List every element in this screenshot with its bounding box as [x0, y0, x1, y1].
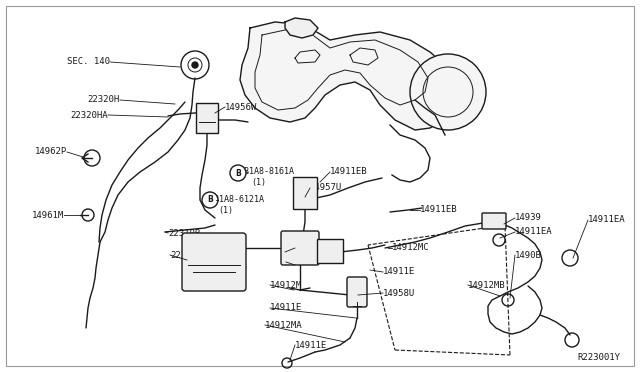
Text: 14958U: 14958U [383, 289, 415, 298]
FancyBboxPatch shape [482, 213, 506, 229]
Text: 22310B: 22310B [168, 228, 200, 237]
Text: 14911E: 14911E [286, 257, 318, 266]
FancyBboxPatch shape [347, 277, 367, 307]
Text: 14957U: 14957U [310, 183, 342, 192]
Circle shape [192, 62, 198, 68]
Text: 22370: 22370 [170, 250, 197, 260]
Text: B: B [235, 169, 241, 177]
Polygon shape [240, 22, 460, 130]
Text: SEC. 140: SEC. 140 [67, 58, 110, 67]
Circle shape [202, 192, 218, 208]
Text: 14956W: 14956W [225, 103, 257, 112]
Text: 22320HA: 22320HA [70, 110, 108, 119]
FancyBboxPatch shape [182, 233, 246, 291]
Text: 0B1A8-8161A: 0B1A8-8161A [240, 167, 295, 176]
Text: 14912M: 14912M [270, 280, 302, 289]
Text: 14920: 14920 [295, 244, 322, 253]
Text: 14912MA: 14912MA [265, 321, 303, 330]
Text: 14911EA: 14911EA [588, 215, 626, 224]
Polygon shape [285, 18, 318, 38]
Text: 14911EB: 14911EB [420, 205, 458, 215]
Circle shape [230, 165, 246, 181]
FancyBboxPatch shape [281, 231, 319, 265]
Text: 22320H: 22320H [88, 96, 120, 105]
FancyBboxPatch shape [293, 177, 317, 209]
Text: B: B [207, 196, 213, 205]
Text: 0B1A8-6121A: 0B1A8-6121A [210, 196, 265, 205]
Text: 14911E: 14911E [295, 340, 327, 350]
Text: 14911E: 14911E [383, 267, 415, 276]
Text: 14962P: 14962P [35, 148, 67, 157]
Text: 14912MC: 14912MC [392, 244, 429, 253]
Text: 14939: 14939 [515, 214, 542, 222]
FancyBboxPatch shape [317, 239, 343, 263]
Text: 14911E: 14911E [270, 304, 302, 312]
Text: 1490B: 1490B [515, 250, 542, 260]
Text: (1): (1) [218, 206, 233, 215]
Text: 14961M: 14961M [32, 211, 64, 219]
FancyBboxPatch shape [196, 103, 218, 133]
Text: 14912MB: 14912MB [468, 280, 506, 289]
Circle shape [410, 54, 486, 130]
Text: 14911EA: 14911EA [515, 228, 552, 237]
Text: 14911EB: 14911EB [330, 167, 367, 176]
Text: R223001Y: R223001Y [577, 353, 620, 362]
Text: (1): (1) [251, 179, 266, 187]
